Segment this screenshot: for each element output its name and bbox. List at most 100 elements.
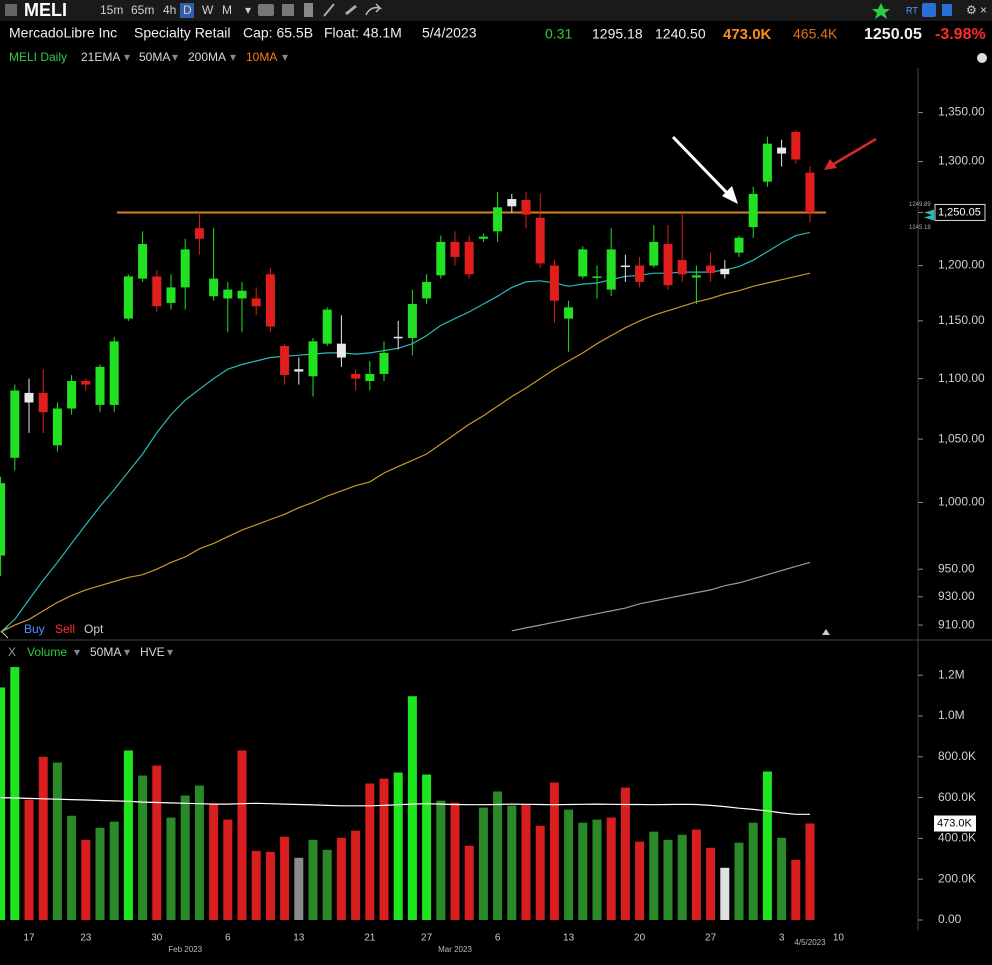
volume-bar xyxy=(336,837,346,920)
industry: Specialty Retail xyxy=(134,25,231,41)
draw-icon[interactable] xyxy=(345,4,357,16)
interval-button[interactable]: D xyxy=(183,3,192,17)
volume-bar xyxy=(251,850,261,920)
volume-bar xyxy=(549,782,559,920)
candle-body xyxy=(24,392,34,403)
symbol[interactable]: MELI xyxy=(24,0,67,20)
interval-button[interactable]: M xyxy=(222,3,232,17)
candle-body xyxy=(10,390,20,458)
volume-bar xyxy=(578,822,588,920)
tool-icon[interactable] xyxy=(304,3,313,17)
candle-body xyxy=(152,276,162,307)
volume-bar xyxy=(720,867,730,920)
high: 1295.18 xyxy=(592,26,643,42)
legend-item[interactable]: 50MA xyxy=(90,645,121,659)
interval-button[interactable]: 15m xyxy=(100,3,123,17)
dropdown-arrow[interactable]: ▾ xyxy=(124,645,130,659)
volume-bar xyxy=(734,842,744,920)
price-plot xyxy=(0,129,826,633)
x-tick-label: 13 xyxy=(293,933,305,944)
volume-bar xyxy=(10,667,20,920)
volume-legend[interactable]: Volume xyxy=(27,645,67,659)
candle-body xyxy=(564,307,574,319)
star-icon[interactable] xyxy=(872,3,890,19)
volume-bar xyxy=(0,687,6,920)
dropdown-arrow[interactable]: ▾ xyxy=(245,3,251,17)
app-icon[interactable] xyxy=(942,4,952,16)
legend-item[interactable]: 10MA xyxy=(246,50,277,64)
volume-bar xyxy=(535,825,545,920)
dropdown-arrow[interactable]: ▾ xyxy=(230,50,236,64)
volume-bar xyxy=(663,839,673,920)
candle-body xyxy=(748,193,758,228)
dropdown-arrow[interactable]: ▾ xyxy=(74,645,80,659)
buy-button[interactable]: Buy xyxy=(24,622,45,636)
change: 0.31 xyxy=(545,26,572,42)
annotation-arrow xyxy=(831,137,877,167)
settings-icon[interactable]: ⚙ xyxy=(966,3,977,17)
candle-body xyxy=(123,276,133,319)
sell-button[interactable]: Sell xyxy=(55,622,75,636)
candle-body xyxy=(308,341,318,377)
tool-icon[interactable] xyxy=(282,4,294,16)
candle-body xyxy=(805,172,815,213)
legend-item[interactable]: HVE xyxy=(140,645,165,659)
volume-bar xyxy=(478,807,488,920)
y-tick-label: 1,200.00 xyxy=(938,258,985,272)
ma-line xyxy=(0,797,810,815)
legend-item[interactable]: 50MA xyxy=(139,50,170,64)
volume-bar xyxy=(365,783,375,920)
x-tick-label: 3 xyxy=(779,933,785,944)
dropdown-arrow[interactable]: ▾ xyxy=(282,50,288,64)
symbol-icon[interactable] xyxy=(5,4,17,16)
dropdown-arrow[interactable]: ▾ xyxy=(172,50,178,64)
interval-button[interactable]: 4h xyxy=(163,3,176,17)
chart-legend[interactable]: MELI Daily xyxy=(9,50,67,64)
candle-body xyxy=(95,366,105,405)
volume-bar xyxy=(123,750,133,920)
candle-body xyxy=(691,275,701,278)
candle-body xyxy=(549,265,559,301)
y-tick-label: 1.2M xyxy=(938,667,965,681)
x-tick-label: 21 xyxy=(364,933,376,944)
palette-icon[interactable] xyxy=(977,53,987,63)
options-button[interactable]: Opt xyxy=(84,622,104,636)
candle-body xyxy=(762,143,772,182)
x-tick-label: 27 xyxy=(421,933,433,944)
candle-body xyxy=(180,249,190,288)
legend-item[interactable]: 21EMA xyxy=(81,50,120,64)
candle-body xyxy=(777,147,787,154)
expand-icon[interactable] xyxy=(822,629,830,635)
y-tick-label: 0.00 xyxy=(938,912,962,926)
candle-body xyxy=(351,373,361,379)
close-window[interactable]: × xyxy=(980,3,987,17)
draw-icon[interactable] xyxy=(323,3,335,17)
legend-item[interactable]: 200MA xyxy=(188,50,226,64)
volume-bar xyxy=(294,857,304,920)
candle-body xyxy=(265,274,275,327)
app-icon[interactable] xyxy=(922,3,936,17)
float: Float: 48.1M xyxy=(324,25,402,41)
candle-body xyxy=(620,265,630,268)
candle-body xyxy=(791,131,801,160)
dropdown-arrow[interactable]: ▾ xyxy=(167,645,173,659)
tool-icon[interactable] xyxy=(258,4,274,16)
volume-bar xyxy=(379,778,389,920)
volume-bar xyxy=(748,822,758,920)
interval-button[interactable]: 65m xyxy=(131,3,154,17)
y-tick-label: 800.0K xyxy=(938,749,976,763)
interval-button[interactable]: W xyxy=(202,3,214,17)
dropdown-arrow[interactable]: ▾ xyxy=(124,50,130,64)
y-tick-label: 200.0K xyxy=(938,871,976,885)
rt-badge[interactable]: RT xyxy=(906,5,918,15)
x-tick-label: 6 xyxy=(495,933,501,944)
close-panel[interactable]: X xyxy=(8,645,16,659)
volume-bar xyxy=(265,851,275,920)
volume-bar xyxy=(67,815,77,920)
share-icon[interactable] xyxy=(365,3,383,16)
y-tick-label: 1,000.00 xyxy=(938,495,985,509)
last-price-label: 1,250.05 xyxy=(938,206,981,218)
volume-bar xyxy=(237,750,247,920)
volume-bar xyxy=(209,803,219,920)
